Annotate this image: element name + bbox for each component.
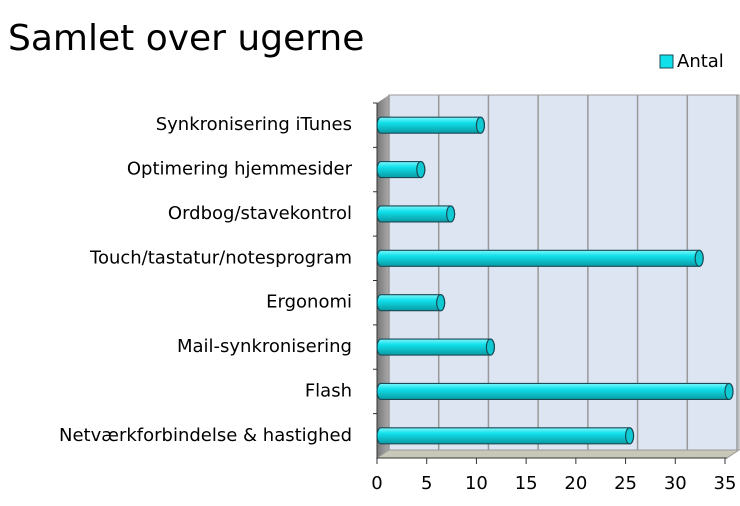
y-tick-label: Touch/tastatur/notesprogram	[89, 247, 352, 268]
bar	[376, 249, 704, 267]
bar-cap	[436, 294, 446, 312]
bar	[376, 427, 635, 445]
x-tick-label: 35	[714, 473, 737, 494]
y-tick-label: Ordbog/stavekontrol	[168, 203, 352, 224]
floor	[375, 449, 740, 459]
x-tick-label: 30	[664, 473, 687, 494]
legend-label: Antal	[677, 51, 724, 72]
bar-cap	[475, 116, 486, 134]
x-tick-label: 15	[515, 473, 538, 494]
bar-cap	[724, 382, 734, 401]
bar	[376, 294, 446, 312]
chart-title: Samlet over ugerne	[8, 18, 364, 59]
x-tick-label: 20	[564, 473, 587, 494]
x-tick-label: 10	[465, 473, 488, 494]
bar	[376, 116, 485, 134]
x-tick-label: 25	[614, 473, 637, 494]
bar	[376, 338, 495, 356]
y-tick-label: Flash	[305, 380, 352, 401]
x-tick-label: 0	[371, 473, 382, 494]
bar-cap	[446, 205, 456, 223]
y-tick-label: Optimering hjemmesider	[127, 159, 353, 180]
legend-swatch	[659, 54, 674, 69]
x-tick-label: 5	[421, 473, 432, 494]
bar-cap	[694, 249, 704, 267]
bar-cap	[624, 427, 635, 445]
y-tick-label: Synkronisering iTunes	[156, 114, 352, 135]
y-tick-label: Ergonomi	[266, 292, 352, 313]
side-wall	[377, 95, 389, 458]
y-tick-label: Netværkforbindelse & hastighed	[59, 425, 352, 446]
bar-cap	[416, 160, 426, 179]
y-tick-label: Mail-synkronisering	[177, 336, 352, 357]
bar-cap	[485, 338, 495, 356]
bar	[376, 205, 456, 223]
bar	[376, 382, 734, 401]
